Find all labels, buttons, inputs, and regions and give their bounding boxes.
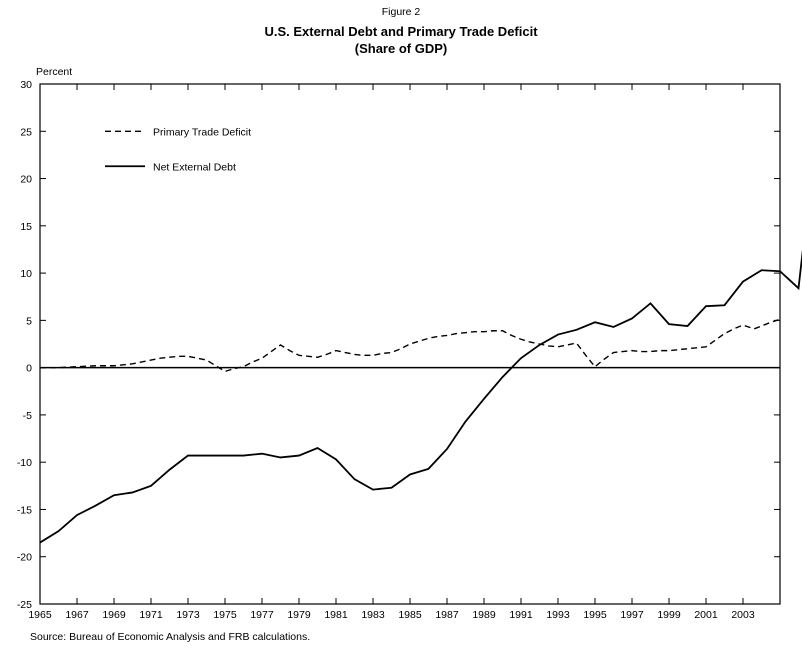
y-tick-label: 10: [20, 268, 32, 280]
chart-title-line2: (Share of GDP): [354, 41, 448, 56]
x-tick-label: 1993: [546, 609, 570, 621]
x-tick-label: 1975: [213, 609, 237, 621]
y-tick-label: 15: [20, 221, 32, 233]
y-tick-label: 30: [20, 79, 32, 91]
y-tick-label: -15: [17, 504, 32, 516]
x-tick-label: 1985: [398, 609, 422, 621]
source-note: Source: Bureau of Economic Analysis and …: [30, 631, 311, 643]
y-tick-label: -25: [17, 599, 32, 611]
legend-label-net-external-debt: Net External Debt: [153, 161, 236, 173]
x-tick-label: 1977: [250, 609, 274, 621]
x-tick-label: 1989: [472, 609, 496, 621]
x-tick-label: 1991: [509, 609, 533, 621]
x-tick-label: 1997: [620, 609, 644, 621]
x-tick-label: 2003: [731, 609, 755, 621]
x-tick-label: 1971: [139, 609, 163, 621]
x-tick-label: 1969: [102, 609, 126, 621]
chart-title-line1: U.S. External Debt and Primary Trade Def…: [264, 24, 538, 39]
y-tick-label: -20: [17, 552, 32, 564]
x-tick-label: 1981: [324, 609, 348, 621]
series-primary-trade-deficit: [40, 318, 781, 373]
y-axis-unit-label: Percent: [36, 66, 73, 78]
x-tick-label: 1987: [435, 609, 459, 621]
legend-label-primary-trade-deficit: Primary Trade Deficit: [153, 126, 251, 138]
x-tick-label: 1979: [287, 609, 311, 621]
y-tick-label: 25: [20, 126, 32, 138]
x-tick-label: 1967: [65, 609, 89, 621]
figure-label: Figure 2: [381, 6, 421, 18]
y-tick-label: 20: [20, 174, 32, 186]
plot-frame: [39, 83, 781, 605]
y-tick-label: -10: [17, 457, 32, 469]
y-tick-label: 0: [26, 363, 32, 375]
x-tick-label: 1965: [28, 609, 52, 621]
x-tick-label: 1973: [176, 609, 200, 621]
y-tick-label: -5: [23, 410, 32, 422]
series-net-external-debt: [39, 249, 802, 544]
x-tick-label: 1995: [583, 609, 607, 621]
x-tick-label: 1983: [361, 609, 385, 621]
y-tick-label: 5: [26, 315, 32, 327]
x-tick-label: 2001: [694, 609, 718, 621]
x-tick-label: 1999: [657, 609, 681, 621]
